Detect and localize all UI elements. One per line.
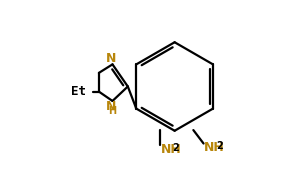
Text: 2: 2 bbox=[216, 141, 223, 151]
Text: N: N bbox=[106, 52, 116, 65]
Text: H: H bbox=[109, 106, 117, 116]
Text: Et: Et bbox=[71, 85, 86, 98]
Text: NH: NH bbox=[204, 141, 225, 154]
Text: 2: 2 bbox=[173, 143, 179, 153]
Text: N: N bbox=[106, 100, 116, 113]
Text: NH: NH bbox=[161, 143, 181, 156]
